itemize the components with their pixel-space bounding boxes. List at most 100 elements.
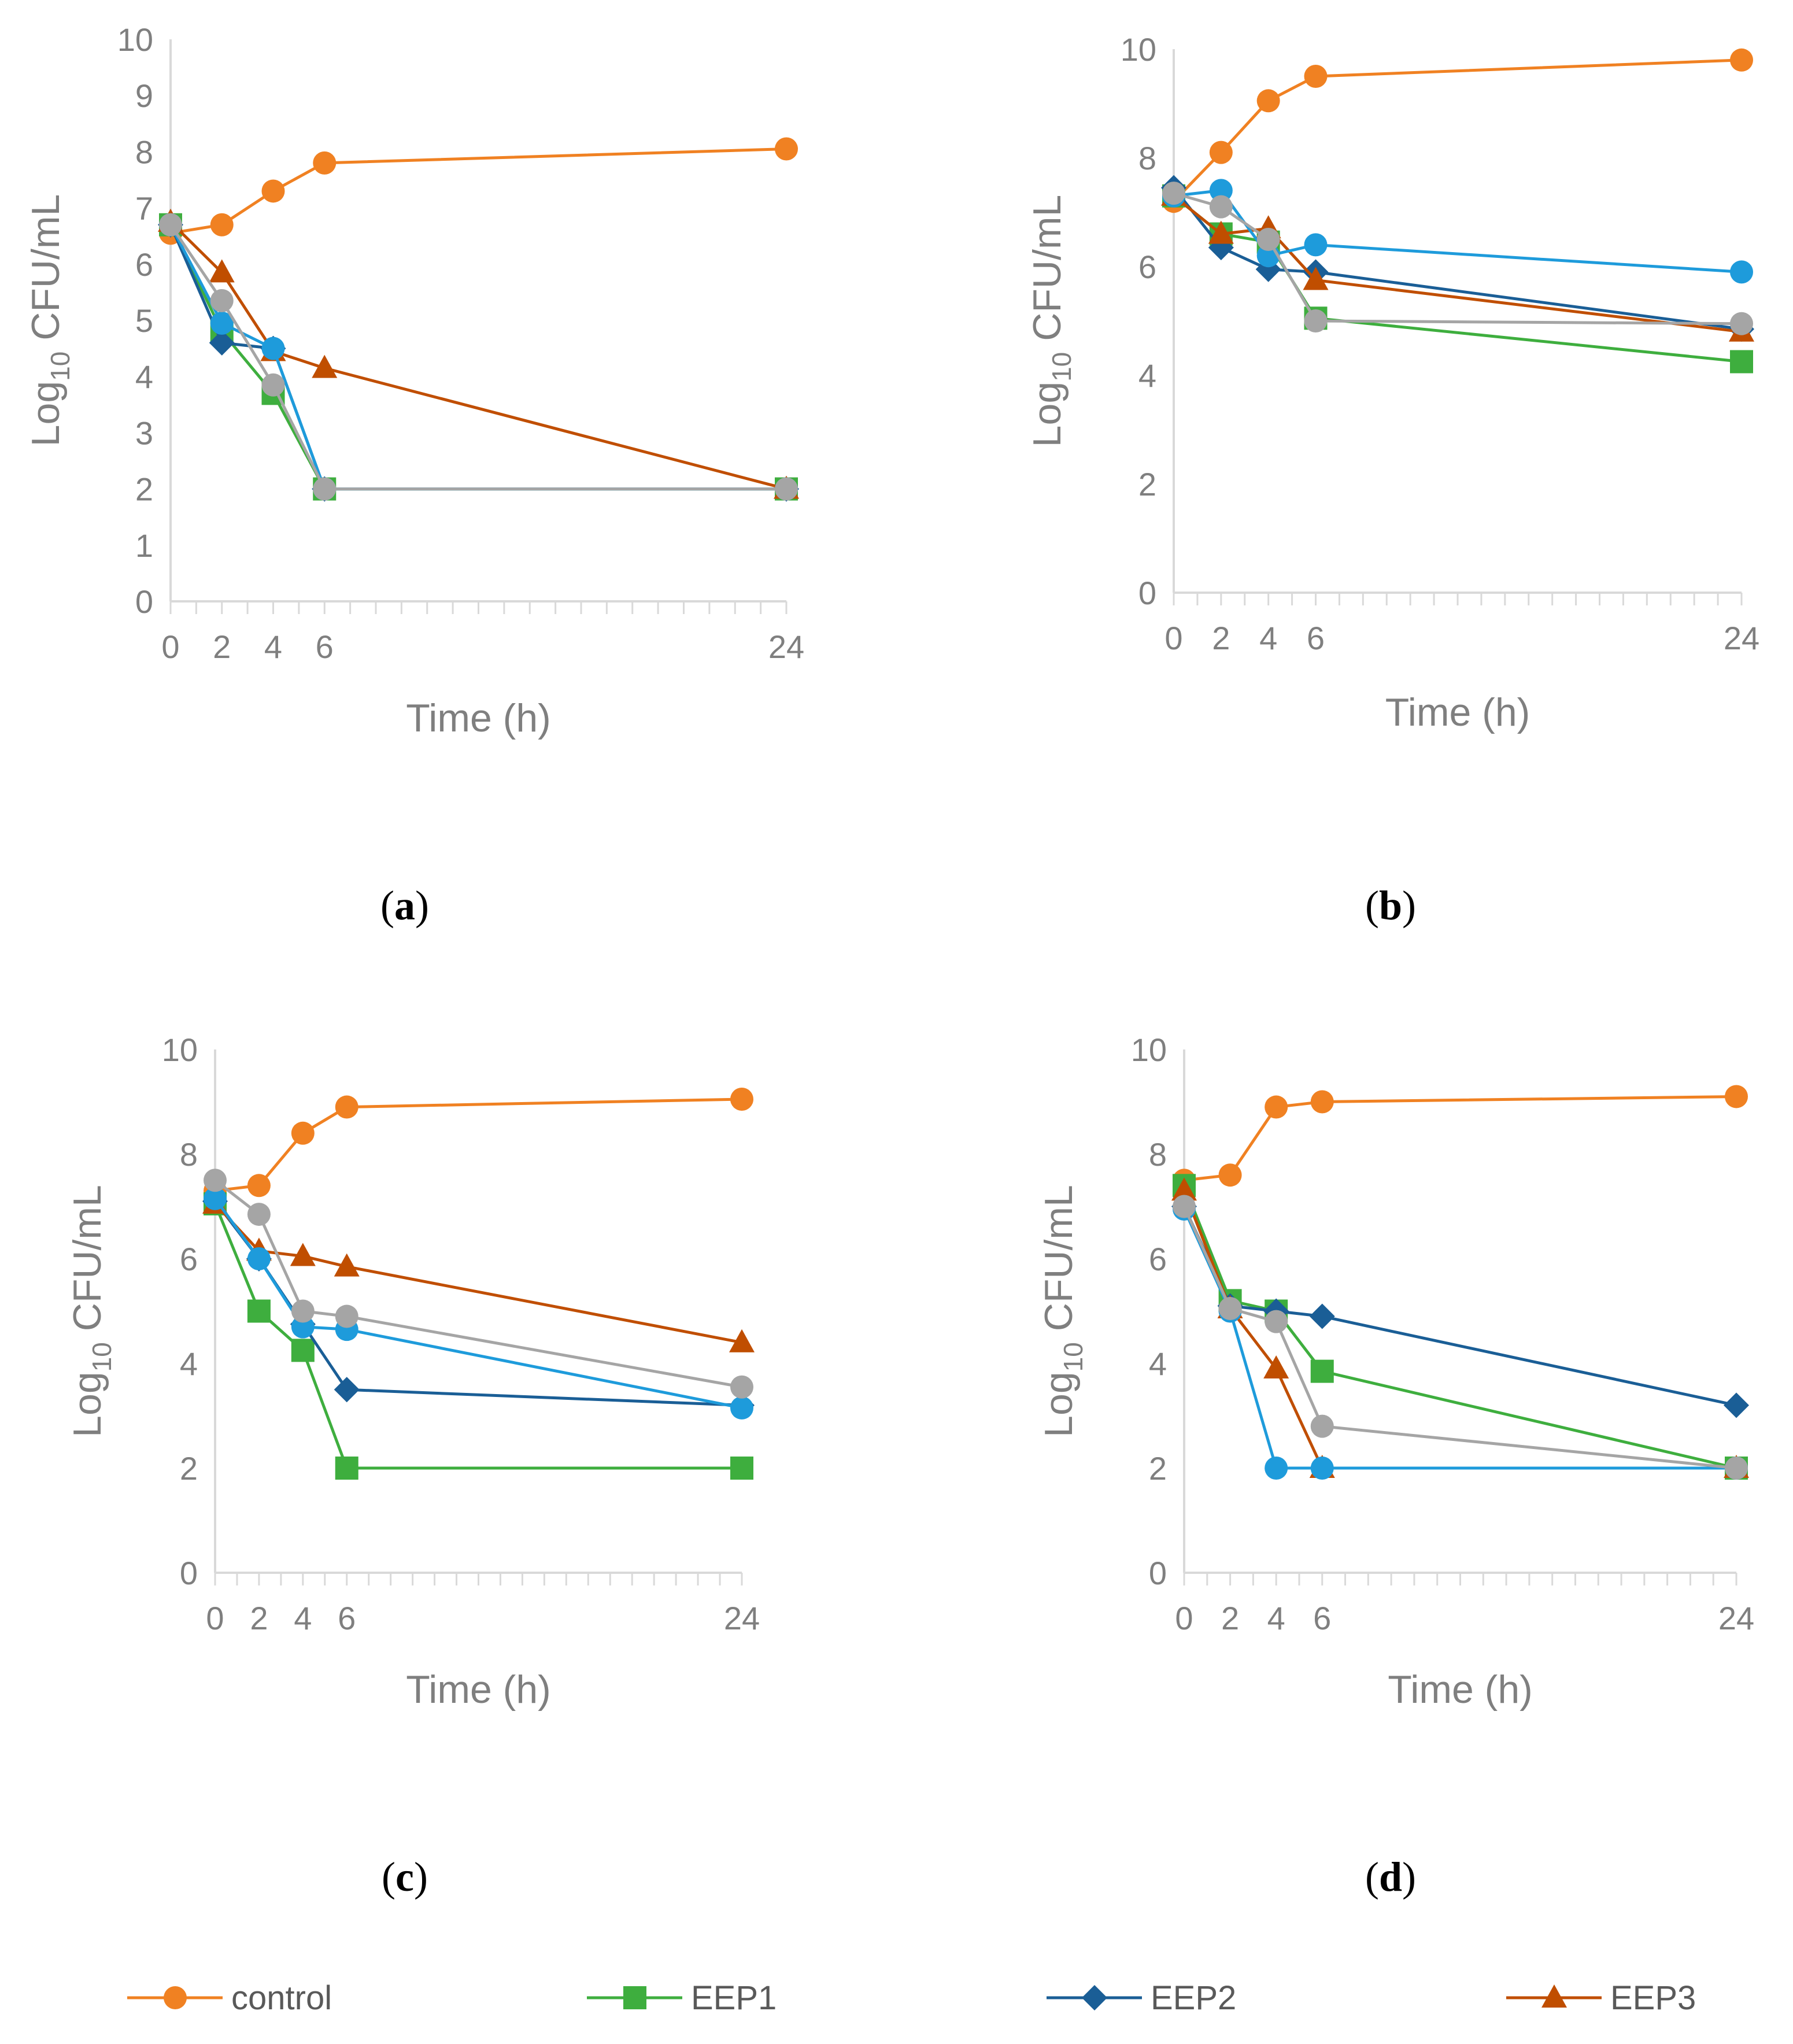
x-tick-label: 2 <box>1212 620 1230 656</box>
data-point <box>730 1457 753 1480</box>
data-point <box>730 1375 753 1399</box>
data-point <box>261 337 285 360</box>
y-tick-label: 4 <box>180 1346 198 1382</box>
data-point <box>335 1304 358 1328</box>
data-point <box>1209 179 1233 202</box>
y-axis-label: Log10 CFU/mL <box>1025 195 1077 448</box>
data-point <box>1310 1090 1334 1114</box>
data-point <box>261 373 285 397</box>
y-axis-label-main: Log <box>1025 382 1069 447</box>
legend-item-eep1: EEP1 <box>587 1979 777 2017</box>
x-tick-label: 6 <box>1313 1600 1331 1636</box>
panel-label: (c) <box>382 1854 428 1900</box>
y-axis-label: Log10 CFU/mL <box>1037 1185 1088 1437</box>
y-tick-label: 5 <box>135 302 153 339</box>
legend-item-eep3: EEP3 <box>1506 1979 1696 2017</box>
series-eep5 <box>1162 182 1753 335</box>
data-point <box>1209 141 1233 164</box>
legend: controlEEP1EEP2EEP3EEP4EEP5 <box>127 1979 1696 2017</box>
y-tick-label: 10 <box>162 1032 198 1068</box>
y-tick-label: 6 <box>135 246 153 283</box>
y-tick-label: 6 <box>1149 1241 1167 1277</box>
data-point <box>1304 233 1328 257</box>
data-point <box>247 1247 271 1270</box>
data-point <box>1310 1457 1334 1480</box>
data-point <box>210 289 234 312</box>
data-point <box>261 179 285 203</box>
x-tick-label: 2 <box>1221 1600 1239 1636</box>
panel-label: (d) <box>1365 1854 1416 1900</box>
y-tick-label: 6 <box>1138 249 1156 285</box>
x-tick-label: 24 <box>724 1600 760 1636</box>
series-control <box>1162 48 1753 213</box>
y-axis-label: Log10 CFU/mL <box>24 194 75 447</box>
data-point <box>291 1339 315 1362</box>
y-tick-label: 6 <box>180 1241 198 1277</box>
data-point <box>730 1396 753 1420</box>
y-tick-label: 4 <box>135 358 153 395</box>
panel-label: (a) <box>380 882 429 929</box>
data-point <box>335 1457 358 1480</box>
x-tick-label: 2 <box>250 1600 268 1636</box>
data-point <box>1303 267 1329 290</box>
data-point <box>335 1095 358 1119</box>
y-axis-label-main: Log <box>24 381 68 446</box>
data-point <box>204 1169 227 1192</box>
legend-label: control <box>231 1979 332 2017</box>
y-axis-label-subscript: 10 <box>45 352 75 381</box>
y-axis-label-unit: CFU/mL <box>24 194 68 352</box>
data-point <box>1730 48 1753 72</box>
data-point <box>1263 1355 1289 1379</box>
y-axis-label-unit: CFU/mL <box>65 1185 109 1342</box>
data-point <box>159 213 182 236</box>
data-point <box>1265 1457 1288 1480</box>
y-tick-label: 8 <box>1149 1136 1167 1173</box>
data-point <box>1724 1392 1749 1418</box>
data-point <box>1208 220 1234 244</box>
data-point <box>1304 309 1328 332</box>
series-eep5 <box>159 213 798 501</box>
data-point <box>209 259 235 283</box>
legend-label: EEP2 <box>1151 1979 1236 2017</box>
x-tick-label: 0 <box>206 1600 224 1636</box>
x-axis-label: Time (h) <box>406 1668 551 1712</box>
x-axis-label: Time (h) <box>1388 1668 1533 1712</box>
data-point <box>1209 195 1233 219</box>
data-point <box>204 1187 227 1210</box>
legend-marker <box>164 1986 187 2009</box>
x-axis-label: Time (h) <box>406 696 551 740</box>
data-point <box>1725 1085 1748 1108</box>
y-axis-label-unit: CFU/mL <box>1037 1185 1081 1342</box>
x-tick-label: 0 <box>1164 620 1182 656</box>
x-tick-label: 0 <box>1175 1600 1193 1636</box>
y-tick-label: 8 <box>135 134 153 170</box>
data-point <box>729 1329 755 1352</box>
x-tick-label: 4 <box>1259 620 1277 656</box>
data-point <box>209 330 235 356</box>
data-point <box>1265 1310 1288 1333</box>
data-point <box>775 477 798 501</box>
legend-label: EEP3 <box>1610 1979 1696 2017</box>
y-tick-label: 10 <box>1131 1032 1167 1068</box>
data-point <box>334 1253 360 1277</box>
legend-item-control: control <box>127 1979 332 2017</box>
y-tick-label: 2 <box>135 471 153 508</box>
legend-marker <box>1082 1985 1107 2010</box>
series-eep5 <box>1173 1195 1748 1480</box>
data-point <box>1725 1457 1748 1480</box>
y-axis-label-subscript: 10 <box>1058 1342 1088 1372</box>
series-eep1 <box>204 1192 753 1480</box>
x-tick-label: 2 <box>213 629 231 665</box>
y-axis-label-subscript: 10 <box>87 1342 117 1372</box>
data-point <box>312 354 338 378</box>
y-tick-label: 0 <box>180 1555 198 1591</box>
data-point <box>1218 1163 1242 1187</box>
y-axis-label-subscript: 10 <box>1047 352 1077 382</box>
y-tick-label: 2 <box>180 1450 198 1487</box>
data-point <box>1304 65 1328 88</box>
data-point <box>775 137 798 161</box>
